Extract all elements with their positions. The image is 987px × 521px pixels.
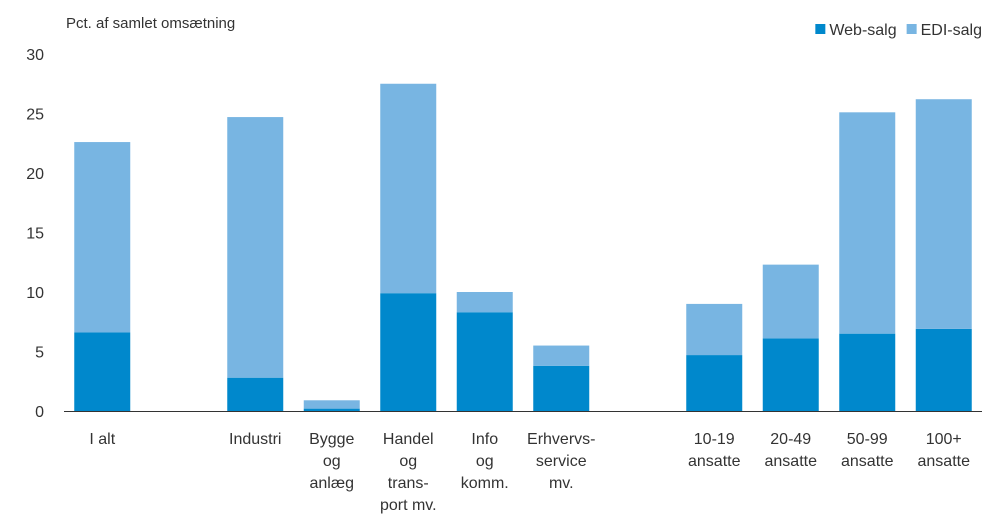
y-tick-label: 0	[35, 404, 44, 421]
category-label: Handel	[383, 431, 434, 448]
category-label: Industri	[229, 431, 281, 448]
bar-edi-salg	[839, 112, 896, 334]
legend-swatch	[815, 24, 826, 34]
bar-web-salg	[227, 377, 284, 411]
bar-web-salg	[533, 365, 590, 411]
legend: EDI-salg Web-salg	[815, 22, 982, 39]
category-label: 100+	[926, 431, 962, 448]
category-label: ansatte	[688, 453, 741, 470]
bar-web-salg	[74, 332, 131, 411]
category-label: ansatte	[765, 453, 818, 470]
y-tick-label: 15	[26, 226, 44, 243]
category-label: og	[399, 453, 417, 470]
legend-label: EDI-salg	[921, 22, 982, 39]
y-tick-label: 10	[26, 285, 44, 302]
bar-edi-salg	[762, 264, 819, 339]
bar-edi-salg	[915, 99, 972, 329]
category-label: ansatte	[841, 453, 894, 470]
category-label: 20-49	[770, 431, 811, 448]
bar-edi-salg	[303, 400, 360, 409]
bar-edi-salg	[227, 117, 284, 378]
category-labels: I alt Industri Bygge og anlæg Handel og trans-p…	[89, 431, 970, 514]
y-tick-label: 20	[26, 166, 44, 183]
bar-edi-salg	[686, 303, 743, 356]
bar-edi-salg	[380, 83, 437, 294]
bar-edi-salg	[456, 292, 513, 313]
category-label: Bygge	[309, 431, 354, 448]
y-tick-label: 30	[26, 47, 44, 64]
legend-label: Web-salg	[829, 22, 896, 39]
category-label: port mv.	[380, 497, 437, 514]
bar-web-salg	[839, 333, 896, 411]
category-label: ansatte	[918, 453, 971, 470]
bar-web-salg	[380, 293, 437, 411]
category-label: Erhvervs-	[527, 431, 595, 448]
y-tick-label: 5	[35, 345, 44, 362]
category-label: og	[323, 453, 341, 470]
category-label: mv.	[549, 475, 574, 492]
category-label: trans-	[388, 475, 429, 492]
y-axis-ticks: 0 5 10 15 20 25 30	[26, 47, 44, 421]
bar-edi-salg	[74, 142, 131, 333]
y-tick-label: 25	[26, 107, 44, 124]
category-label: Info	[471, 431, 498, 448]
bar-web-salg	[456, 312, 513, 411]
bar-web-salg	[762, 338, 819, 411]
category-label: service	[536, 453, 587, 470]
legend-swatch	[906, 24, 917, 34]
bars	[74, 83, 972, 411]
bar-web-salg	[303, 408, 360, 411]
category-label: 10-19	[694, 431, 735, 448]
bar-edi-salg	[533, 345, 590, 366]
category-label: I alt	[89, 431, 115, 448]
category-label: anlæg	[310, 475, 354, 492]
bar-web-salg	[686, 355, 743, 411]
y-axis-label: Pct. af samlet omsætning	[66, 15, 235, 32]
category-label: og	[476, 453, 494, 470]
category-label: komm.	[461, 475, 509, 492]
category-label: 50-99	[847, 431, 888, 448]
bar-web-salg	[915, 328, 972, 411]
